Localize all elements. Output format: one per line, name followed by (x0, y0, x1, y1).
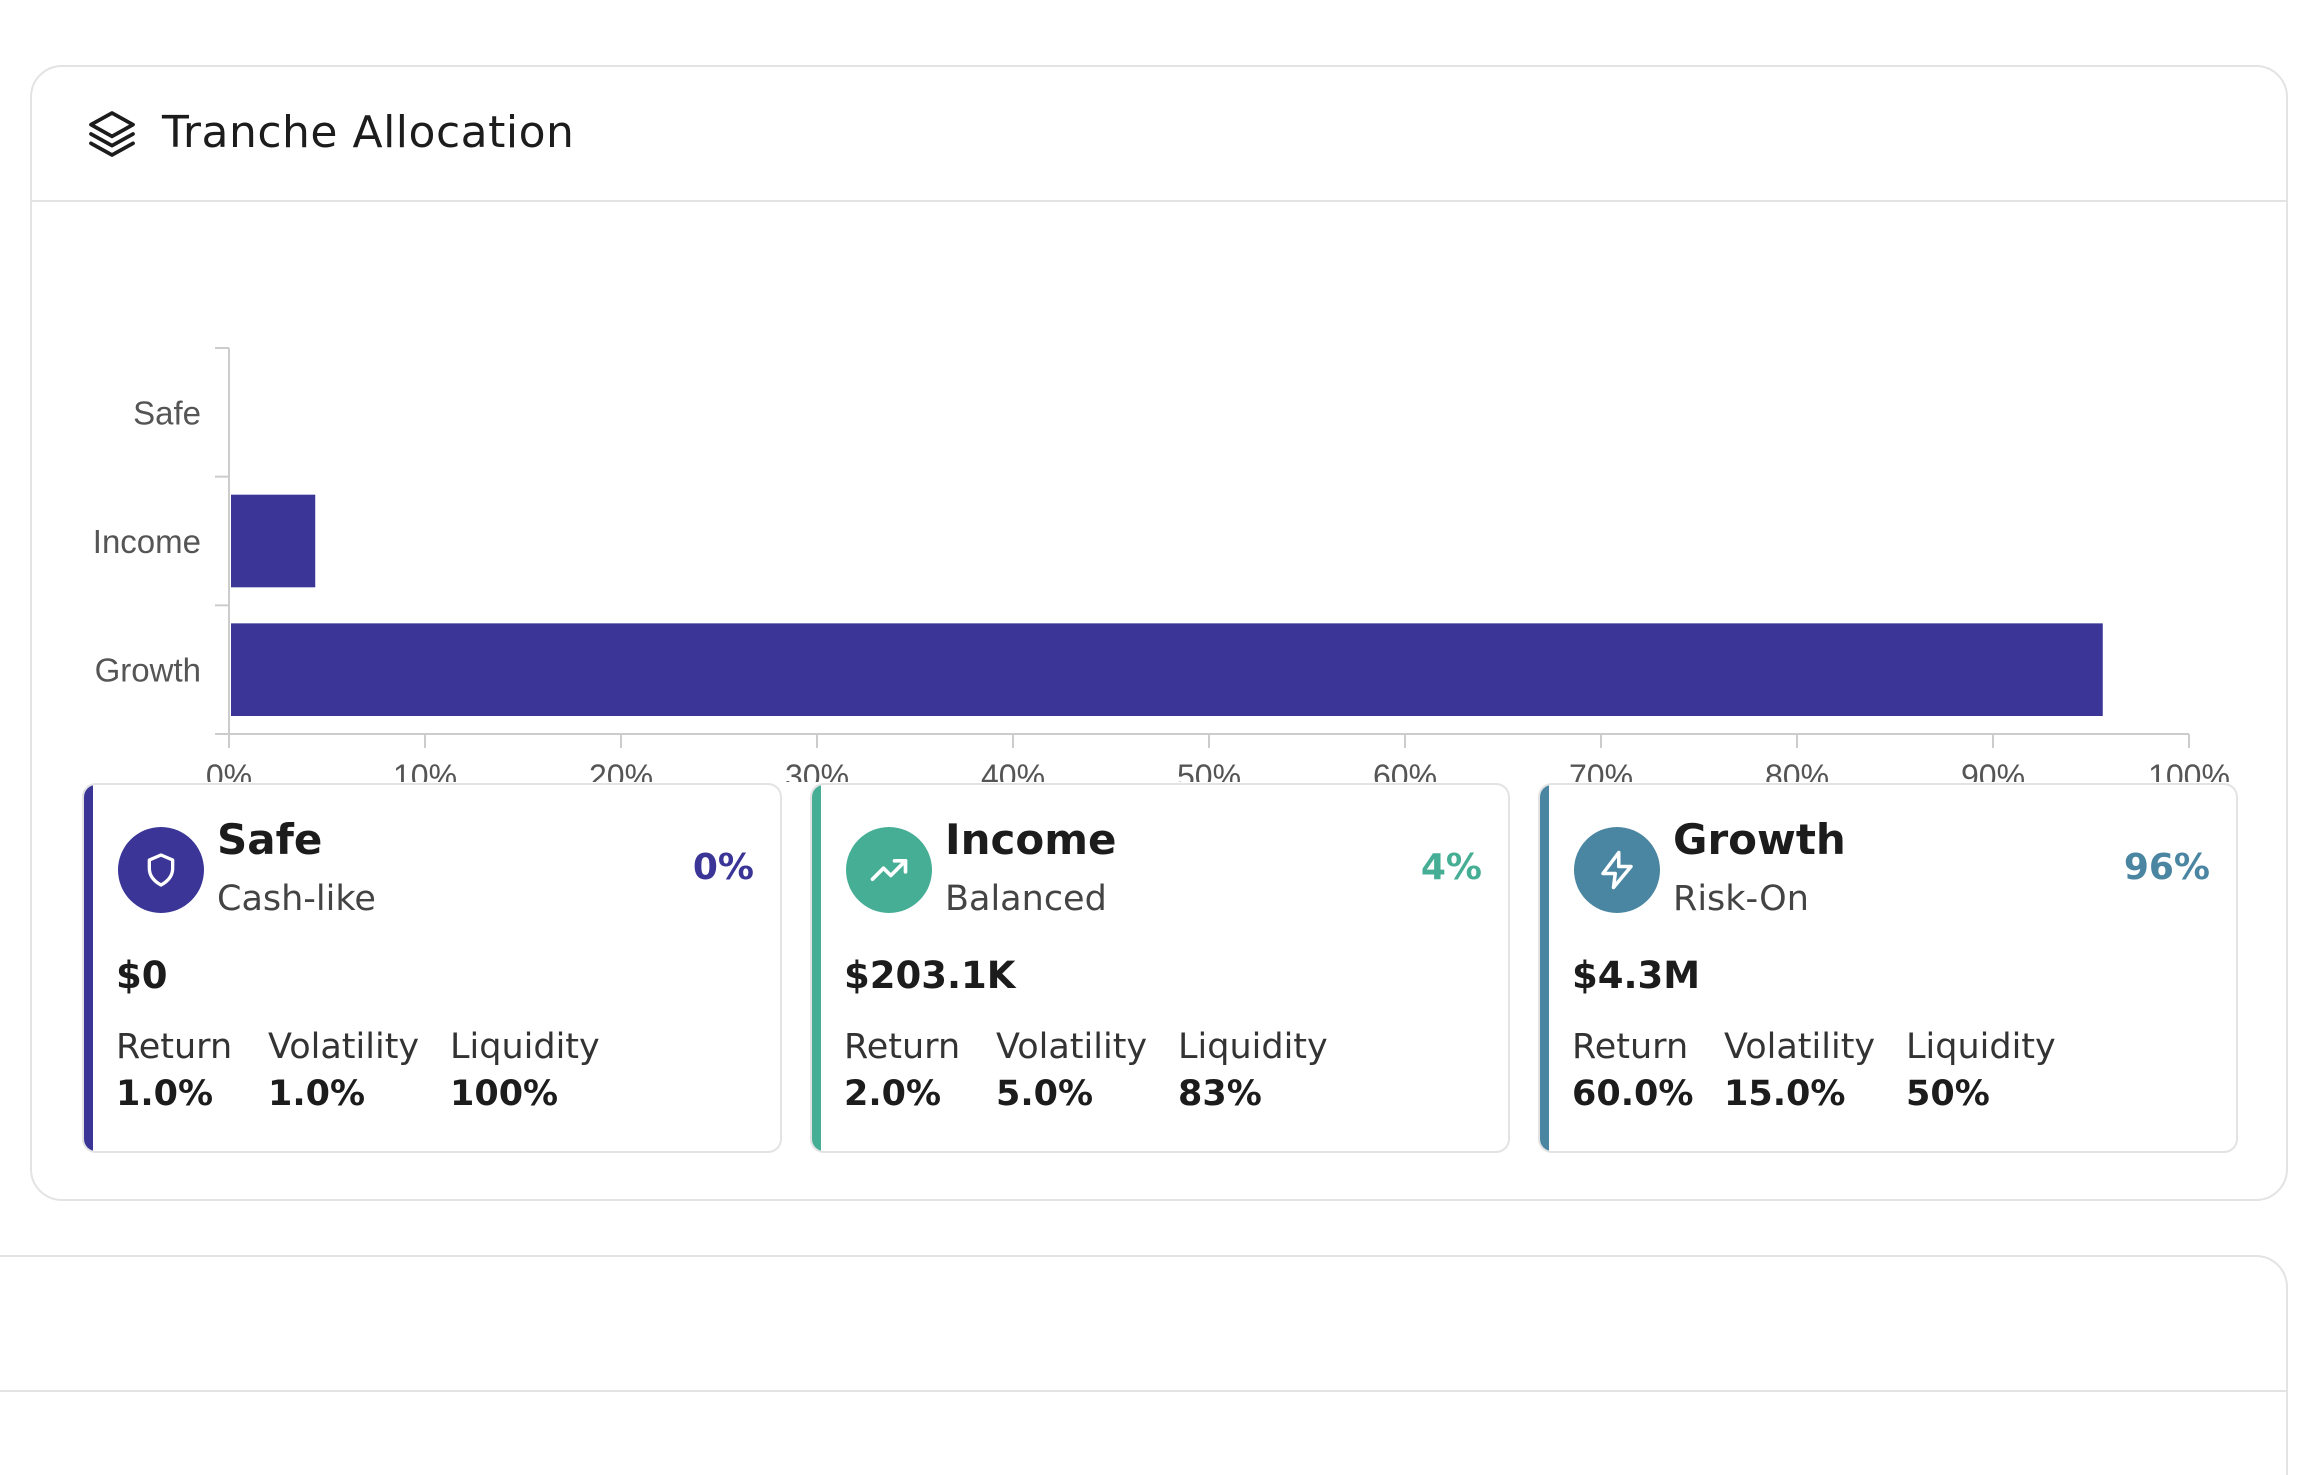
metric-value: 5.0% (996, 1074, 1094, 1114)
tranche-icon (118, 827, 204, 913)
x-tick-label: 0% (206, 758, 252, 782)
metric-return: Return 60.0% (1572, 1025, 1693, 1119)
metric-value: 100% (450, 1074, 559, 1114)
trending-up-icon (870, 859, 908, 881)
tranche-subtitle: Cash-like (217, 879, 376, 919)
card-accent-bar (84, 785, 93, 1151)
tranche-subtitle: Risk-On (1673, 879, 1809, 919)
bar-growth (231, 623, 2103, 716)
y-tick-label: Growth (95, 652, 201, 689)
metric-value: 15.0% (1724, 1074, 1846, 1114)
tranche-icon (846, 827, 932, 913)
metric-value: 1.0% (268, 1074, 366, 1114)
metric-label: Liquidity (1906, 1027, 2056, 1067)
x-tick-label: 100% (2148, 758, 2230, 782)
metric-label: Liquidity (1178, 1027, 1328, 1067)
x-tick-label: 40% (981, 758, 1045, 782)
panel-title: Tranche Allocation (162, 107, 575, 158)
metric-value: 50% (1906, 1074, 1990, 1114)
metric-value: 83% (1178, 1074, 1262, 1114)
tranche-allocation-panel: Tranche Allocation Safe Income Growth 0% 10%… (30, 65, 2288, 1201)
metric-label: Volatility (1724, 1027, 1876, 1067)
divider (0, 1390, 2286, 1392)
metric-volatility: Volatility 1.0% (268, 1025, 419, 1119)
metric-liquidity: Liquidity 83% (1178, 1025, 1328, 1119)
metric-value: 1.0% (116, 1074, 214, 1114)
tranche-icon (1574, 827, 1660, 913)
metric-liquidity: Liquidity 50% (1906, 1025, 2056, 1119)
metric-label: Volatility (996, 1027, 1148, 1067)
tranche-card-growth[interactable]: Growth Risk-On 96% $4.3M Return 60.0% Vo… (1538, 783, 2238, 1153)
shield-icon (147, 853, 175, 887)
tranche-amount: $0 (116, 954, 168, 997)
metric-label: Return (844, 1027, 961, 1067)
metric-label: Return (1572, 1027, 1689, 1067)
x-tick-label: 30% (785, 758, 849, 782)
metric-value: 60.0% (1572, 1074, 1694, 1114)
tranche-amount: $203.1K (844, 954, 1016, 997)
tranche-card-safe[interactable]: Safe Cash-like 0% $0 Return 1.0% Volatil… (82, 783, 782, 1153)
metric-return: Return 1.0% (116, 1025, 232, 1119)
tranche-percent: 0% (692, 847, 754, 888)
x-tick-label: 80% (1765, 758, 1829, 782)
tranche-percent: 96% (2123, 847, 2210, 888)
metric-volatility: Volatility 5.0% (996, 1025, 1147, 1119)
y-tick-label: Safe (133, 394, 201, 431)
metric-return: Return 2.0% (844, 1025, 960, 1119)
y-tick-label: Income (93, 523, 201, 560)
card-accent-bar (1540, 785, 1549, 1151)
x-tick-label: 60% (1373, 758, 1437, 782)
x-tick-label: 50% (1177, 758, 1241, 782)
tranche-percent: 4% (1420, 847, 1482, 888)
bar-income (231, 494, 316, 588)
metric-liquidity: Liquidity 100% (450, 1025, 600, 1119)
metric-value: 2.0% (844, 1074, 942, 1114)
tranche-cards: Safe Cash-like 0% $0 Return 1.0% Volatil… (82, 783, 2282, 1153)
metric-label: Liquidity (450, 1027, 600, 1067)
panel-header: Tranche Allocation (32, 67, 2286, 202)
x-tick-label: 20% (589, 758, 653, 782)
secondary-panel (0, 1255, 2288, 1475)
x-tick-label: 70% (1569, 758, 1633, 782)
tranche-subtitle: Balanced (945, 879, 1107, 919)
metric-label: Return (116, 1027, 233, 1067)
card-accent-bar (812, 785, 821, 1151)
tranche-name: Income (945, 815, 1117, 864)
x-tick-label: 90% (1961, 758, 2025, 782)
tranche-name: Growth (1673, 815, 1846, 864)
tranche-card-income[interactable]: Income Balanced 4% $203.1K Return 2.0% V… (810, 783, 1510, 1153)
metric-label: Volatility (268, 1027, 420, 1067)
lightning-icon (1601, 850, 1633, 890)
metric-volatility: Volatility 15.0% (1724, 1025, 1875, 1119)
x-tick-label: 10% (393, 758, 457, 782)
allocation-bar-chart: Safe Income Growth 0% 10% 20% 30% 40% 50% 60% 70% 8… (93, 347, 2230, 782)
tranche-name: Safe (217, 815, 323, 864)
layers-icon (89, 111, 135, 157)
tranche-amount: $4.3M (1572, 954, 1701, 997)
